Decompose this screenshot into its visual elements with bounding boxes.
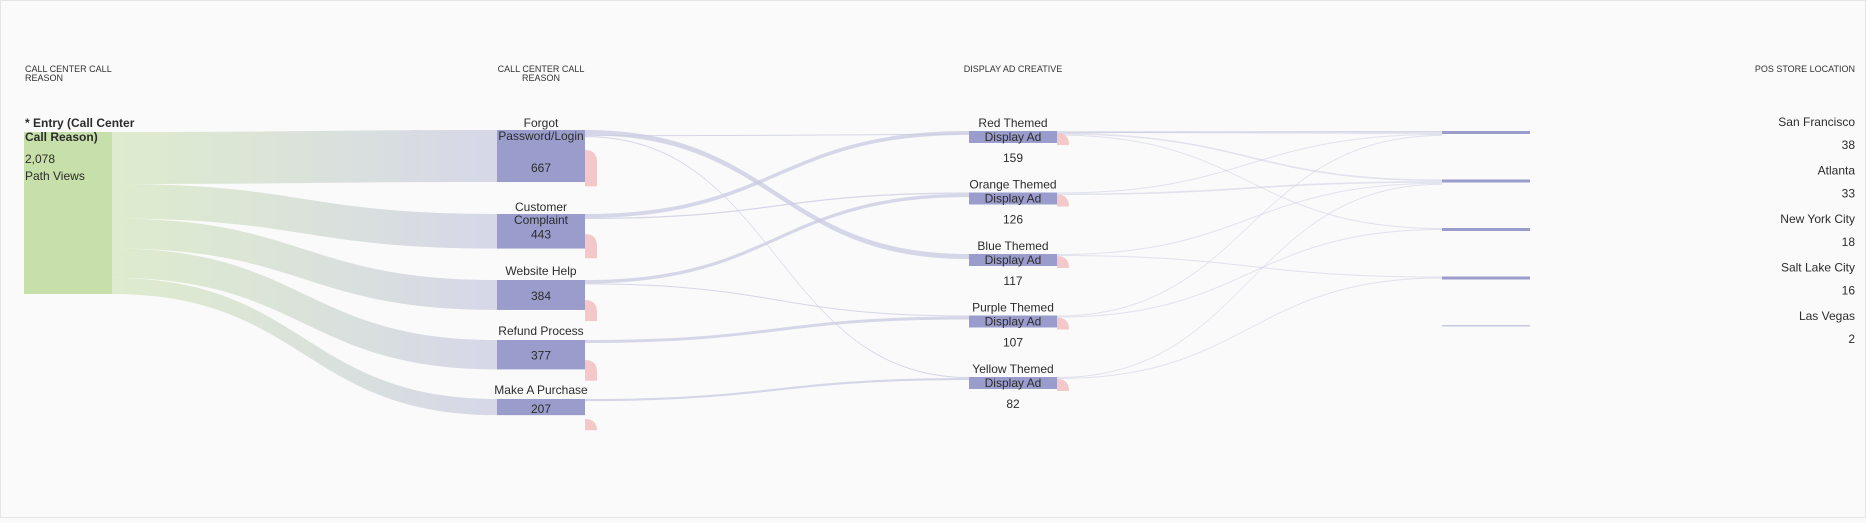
dropoff-marker xyxy=(585,360,597,381)
entry-label: Call Reason) xyxy=(25,130,98,144)
node-value: 38 xyxy=(1842,138,1856,152)
flow-link xyxy=(1057,182,1442,255)
flow-link xyxy=(1057,135,1442,317)
flow-link xyxy=(585,136,969,378)
flow-link xyxy=(585,378,969,402)
node-orange-themed-display-ad[interactable] xyxy=(969,192,1057,205)
node-new-york-city[interactable] xyxy=(1442,228,1530,231)
node-label: Orange Themed xyxy=(969,178,1056,192)
node-label: Purple Themed xyxy=(972,301,1054,315)
node-label: Display Ad xyxy=(985,253,1042,267)
node-value: 126 xyxy=(1003,213,1023,227)
node-label: San Francisco xyxy=(1778,115,1855,129)
node-label: Complaint xyxy=(514,213,569,227)
node-refund-process[interactable] xyxy=(497,340,585,370)
flow-link xyxy=(1057,131,1442,134)
node-value: 2 xyxy=(1848,332,1855,346)
node-value: 18 xyxy=(1842,235,1856,249)
entry-node[interactable] xyxy=(24,132,112,294)
node-value: 159 xyxy=(1003,151,1023,165)
column-header-3: DISPLAY AD CREATIVE xyxy=(964,64,1063,74)
entry-value: 2,078 xyxy=(25,152,55,166)
node-label: Customer xyxy=(515,200,567,214)
node-salt-lake-city[interactable] xyxy=(1442,276,1530,280)
node-value: 443 xyxy=(531,228,551,242)
node-value: 384 xyxy=(531,289,551,303)
dropoff-marker xyxy=(1057,256,1069,268)
flow-link xyxy=(1057,277,1442,379)
flow-link xyxy=(585,316,969,343)
node-forgot-password-login[interactable] xyxy=(497,130,585,183)
node-value: 667 xyxy=(531,161,551,175)
node-label: Forgot xyxy=(524,116,559,130)
column-header-2: REASON xyxy=(522,73,560,83)
dropoff-marker xyxy=(1057,379,1069,391)
node-label: Display Ad xyxy=(985,130,1042,144)
node-red-themed-display-ad[interactable] xyxy=(969,131,1057,143)
node-value: 117 xyxy=(1003,274,1022,288)
node-label: Las Vegas xyxy=(1799,309,1855,323)
entry-label: * Entry (Call Center xyxy=(25,116,135,130)
node-value: 377 xyxy=(531,348,551,362)
flow-link xyxy=(1057,134,1442,229)
flow-link xyxy=(1057,229,1442,318)
node-value: 82 xyxy=(1006,397,1020,411)
node-value: 107 xyxy=(1003,336,1023,350)
dropoff-marker xyxy=(1057,317,1069,330)
node-label: New York City xyxy=(1780,212,1855,226)
dropoff-marker xyxy=(1057,194,1069,207)
node-label: Display Ad xyxy=(985,376,1042,390)
node-label: Password/Login xyxy=(498,129,583,143)
flow-link xyxy=(1057,183,1442,378)
node-label: Display Ad xyxy=(985,315,1042,329)
node-make-a-purchase[interactable] xyxy=(497,399,585,416)
node-label: Salt Lake City xyxy=(1781,261,1855,275)
flow-link xyxy=(585,130,969,260)
flow-link xyxy=(585,283,969,317)
flow-link xyxy=(112,130,497,184)
flow-link xyxy=(1057,255,1442,278)
flow-link xyxy=(112,218,497,310)
column-header-4: POS STORE LOCATION xyxy=(1755,64,1855,74)
node-customer-complaint[interactable] xyxy=(497,214,585,249)
flow-link xyxy=(585,131,969,218)
dropoff-marker xyxy=(585,419,597,431)
node-value: 16 xyxy=(1842,284,1856,298)
node-label: Blue Themed xyxy=(977,239,1048,253)
node-label: Website Help xyxy=(505,264,576,278)
node-website-help[interactable] xyxy=(497,280,585,310)
column-header-2: CALL CENTER CALL xyxy=(498,64,585,74)
flow-link xyxy=(585,192,969,220)
node-label: Red Themed xyxy=(978,116,1047,130)
node-label: Make A Purchase xyxy=(494,383,588,397)
column-header-1: REASON xyxy=(25,73,63,83)
node-value: 33 xyxy=(1842,187,1856,201)
node-yellow-themed-display-ad[interactable] xyxy=(969,377,1057,389)
dropoff-marker xyxy=(585,234,597,259)
flow-link xyxy=(585,193,969,284)
node-label: Display Ad xyxy=(985,192,1042,206)
entry-caption: Path Views xyxy=(25,169,85,183)
node-label: Atlanta xyxy=(1818,164,1856,178)
node-las-vegas[interactable] xyxy=(1442,325,1530,327)
flow-link xyxy=(1057,181,1442,196)
node-san-francisco[interactable] xyxy=(1442,131,1530,134)
flow-link xyxy=(1057,133,1442,182)
dropoff-marker xyxy=(1057,133,1069,145)
node-value: 207 xyxy=(531,402,551,416)
node-purple-themed-display-ad[interactable] xyxy=(969,315,1057,328)
flow-link xyxy=(112,248,497,370)
column-header-1: CALL CENTER CALL xyxy=(25,64,112,74)
flow-link xyxy=(1057,134,1442,194)
node-atlanta[interactable] xyxy=(1442,179,1530,183)
flow-link xyxy=(112,277,497,416)
dropoff-marker xyxy=(585,150,597,187)
dropoff-marker xyxy=(585,300,597,321)
flow-link xyxy=(112,183,497,249)
node-label: Yellow Themed xyxy=(972,362,1053,376)
node-blue-themed-display-ad[interactable] xyxy=(969,254,1057,266)
node-label: Refund Process xyxy=(498,324,583,338)
